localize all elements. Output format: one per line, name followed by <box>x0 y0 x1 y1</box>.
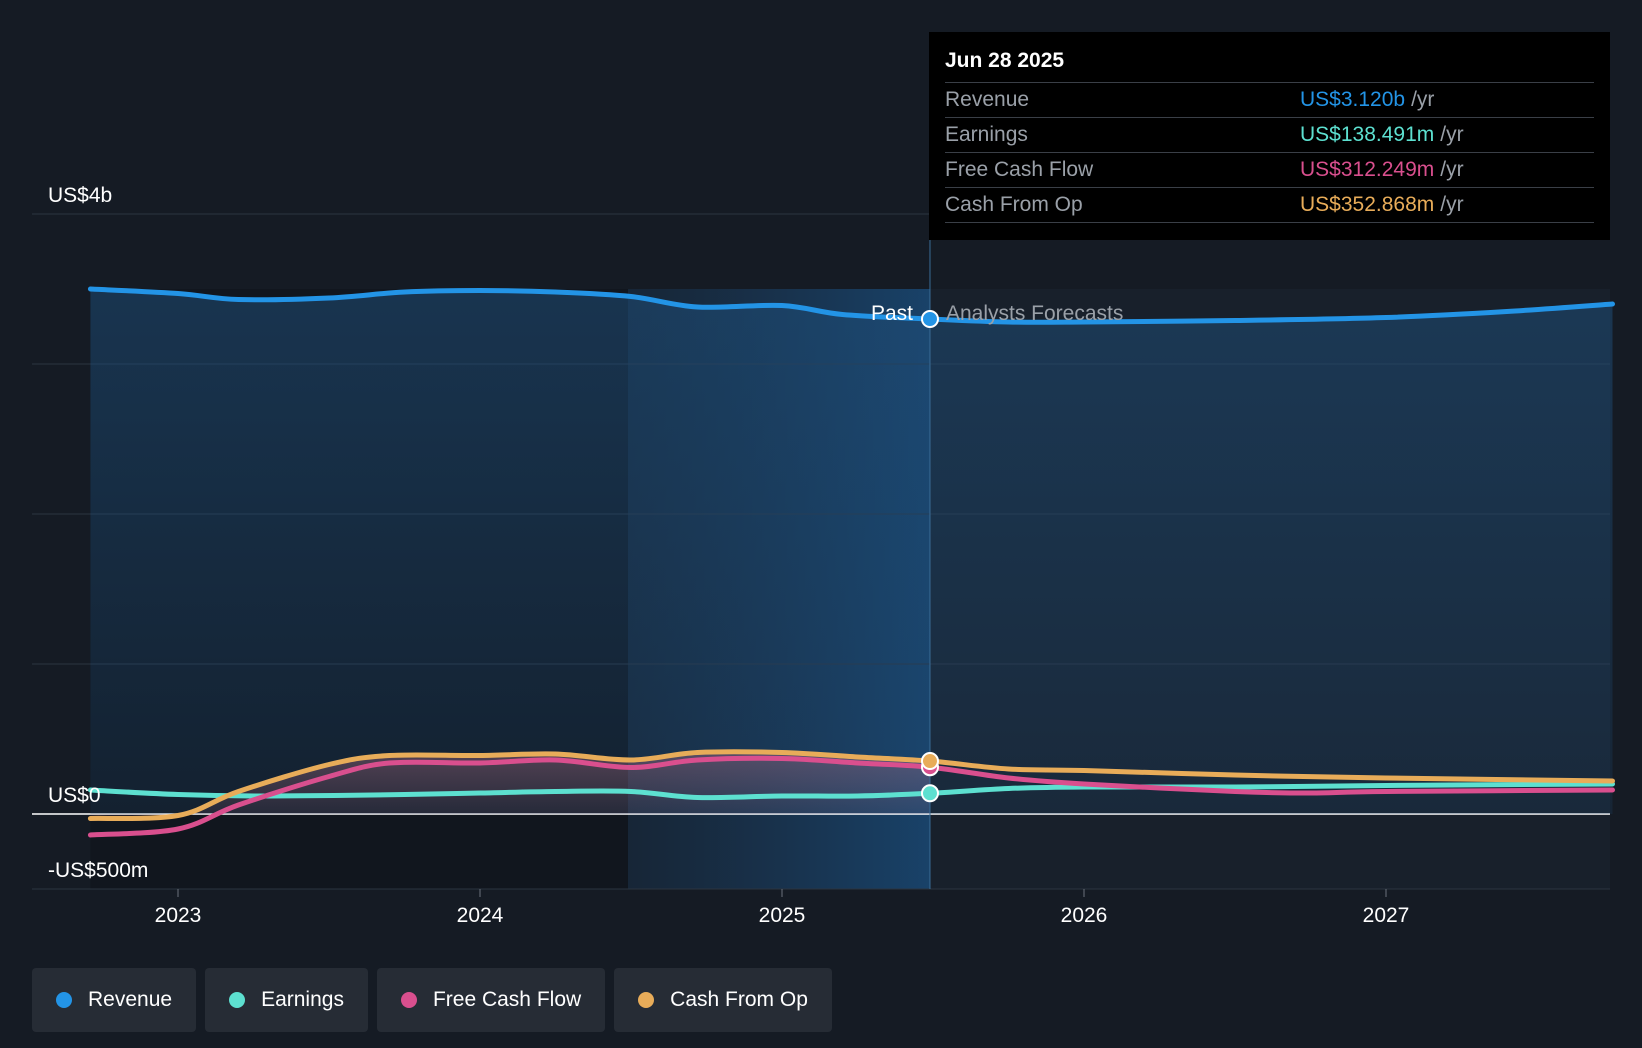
tooltip-value: US$352.868m <box>1300 193 1435 216</box>
marker-cash-from-op <box>920 752 939 771</box>
tooltip-label: Free Cash Flow <box>945 158 1094 181</box>
tooltip-unit: /yr <box>1440 123 1464 146</box>
free-cash-flow-dot-icon <box>400 992 417 1008</box>
tooltip-label: Cash From Op <box>945 193 1083 216</box>
legend-label: Revenue <box>88 988 173 1011</box>
y-tick-label: US$4b <box>48 184 112 207</box>
tooltip-row-revenue: Revenue US$3.120b /yr <box>945 83 1594 118</box>
tooltip-date: Jun 28 2025 <box>945 46 1594 83</box>
legend-item-earnings[interactable]: Earnings <box>205 968 368 1032</box>
legend: Revenue Earnings Free Cash Flow Cash Fro… <box>32 968 832 1032</box>
tooltip-unit: /yr <box>1440 193 1464 216</box>
x-tick-label: 2026 <box>1061 904 1108 927</box>
tooltip-panel: Jun 28 2025 Revenue US$3.120b /yr Earnin… <box>929 32 1610 240</box>
tooltip-label: Earnings <box>945 123 1028 146</box>
series-line-revenue <box>87 286 1615 325</box>
earnings-dot-icon <box>229 992 246 1008</box>
marker-earnings <box>920 784 939 803</box>
revenue-dot-icon <box>56 992 72 1008</box>
legend-label: Free Cash Flow <box>432 988 582 1011</box>
x-tick-label: 2025 <box>759 904 806 927</box>
tooltip-value: US$312.249m <box>1300 158 1435 181</box>
legend-item-free-cash-flow[interactable]: Free Cash Flow <box>376 968 606 1032</box>
tooltip-value: US$3.120b <box>1300 88 1406 111</box>
cash-from-op-dot-icon <box>638 992 655 1008</box>
tooltip-row-earnings: Earnings US$138.491m /yr <box>945 118 1594 153</box>
forecast-label: Analysts Forecasts <box>946 302 1123 325</box>
legend-label: Earnings <box>261 988 344 1011</box>
tooltip-label: Revenue <box>945 88 1030 111</box>
revenue-area <box>90 289 1613 814</box>
series-line-cash-from-op <box>87 749 1615 822</box>
marker-revenue <box>920 310 939 328</box>
tooltip-row-free-cash-flow: Free Cash Flow US$312.249m /yr <box>945 153 1594 188</box>
y-tick-label: US$0 <box>48 784 101 807</box>
x-tick-label: 2024 <box>457 904 504 927</box>
cash-from-op-area <box>90 751 930 819</box>
series-line-earnings <box>87 781 1615 801</box>
tooltip-row-cash-from-op: Cash From Op US$352.868m /yr <box>945 188 1594 223</box>
legend-item-cash-from-op[interactable]: Cash From Op <box>614 968 832 1032</box>
y-tick-label: -US$500m <box>48 859 148 882</box>
series-line-free-cash-flow <box>87 755 1615 838</box>
x-tick-label: 2027 <box>1363 904 1410 927</box>
tooltip-unit: /yr <box>1440 158 1464 181</box>
tooltip-unit: /yr <box>1411 88 1435 111</box>
x-tick-label: 2023 <box>155 904 202 927</box>
legend-label: Cash From Op <box>670 988 808 1011</box>
past-label: Past <box>871 302 913 325</box>
tooltip-value: US$138.491m <box>1300 123 1435 146</box>
legend-item-revenue[interactable]: Revenue <box>32 968 197 1032</box>
